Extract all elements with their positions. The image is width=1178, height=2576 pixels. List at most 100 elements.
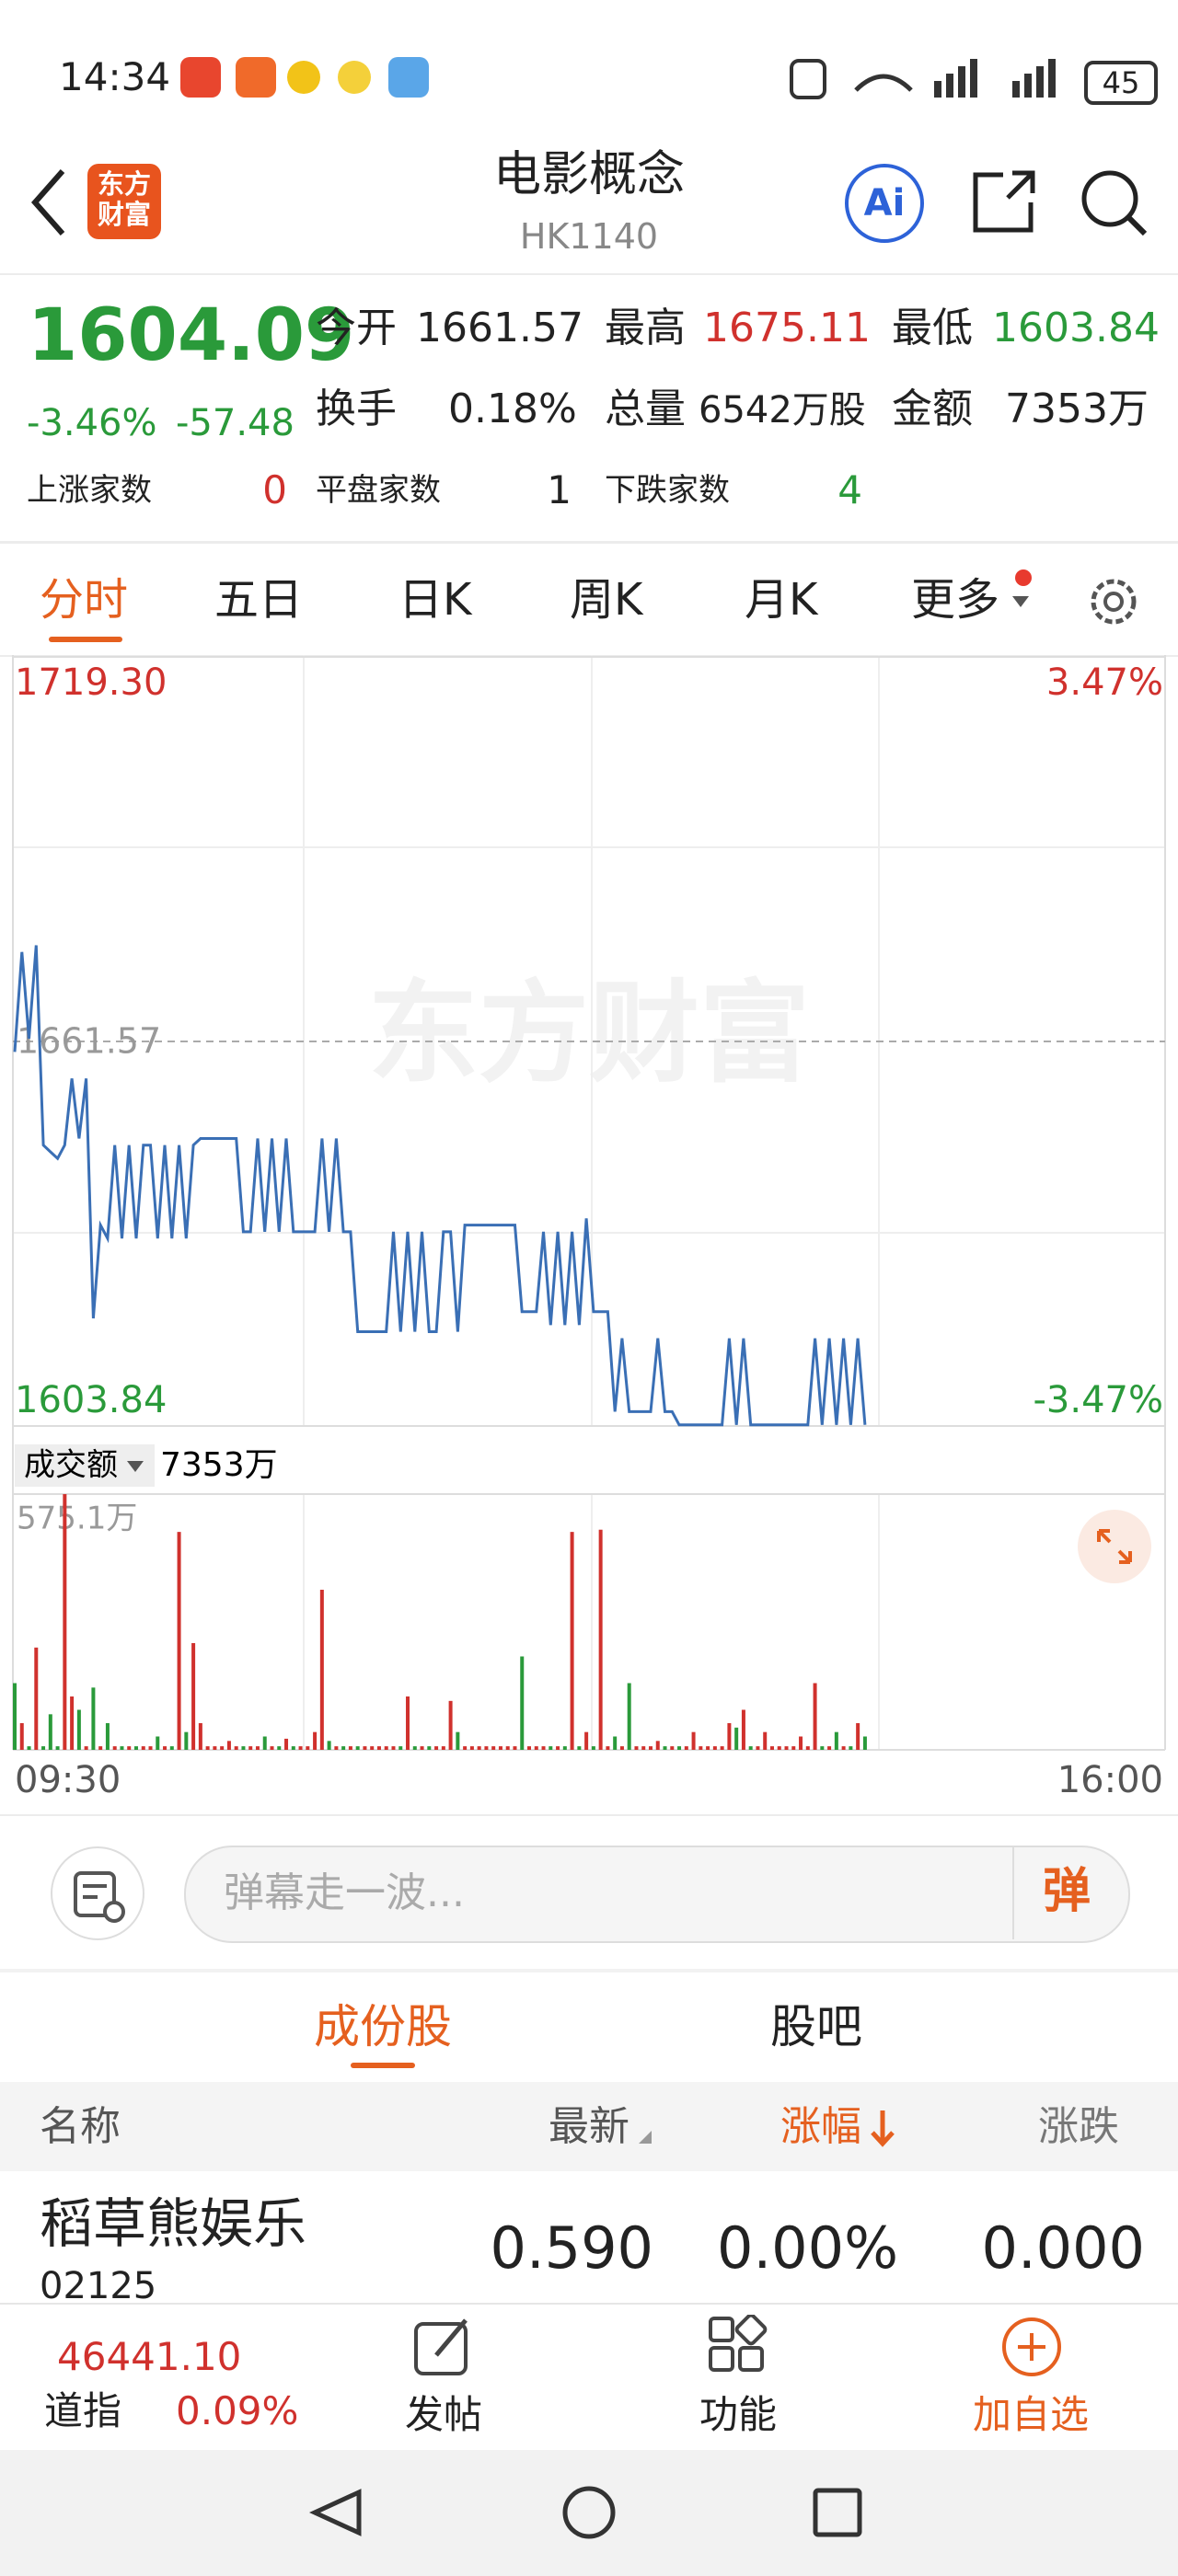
volume-bar xyxy=(334,1746,339,1750)
comment-input[interactable] xyxy=(184,1846,1130,1943)
stat-value: 1675.11 xyxy=(703,305,871,351)
column-header[interactable]: 最新 xyxy=(549,2103,629,2150)
tab[interactable]: 五日 xyxy=(214,574,304,626)
column-header[interactable]: 涨幅 xyxy=(780,2103,861,2150)
tab[interactable]: 分时 xyxy=(40,574,129,626)
volume-bar xyxy=(699,1746,703,1750)
volume-bar xyxy=(813,1683,817,1750)
shape xyxy=(338,61,371,94)
cell: 0.00% xyxy=(717,2214,898,2282)
stock-code: 02125 xyxy=(40,2265,157,2307)
volume-bar xyxy=(556,1746,560,1750)
shape xyxy=(1012,81,1020,98)
nav-bar xyxy=(0,2450,1178,2576)
stock-name[interactable]: 稻草熊娱乐 xyxy=(40,2192,307,2255)
divider xyxy=(1012,1847,1014,1939)
volume-bar xyxy=(541,1746,546,1750)
tab[interactable]: 日K xyxy=(398,574,472,626)
index-name: 道指 xyxy=(44,2388,122,2433)
volume-bar xyxy=(127,1746,132,1750)
tab[interactable]: 月K xyxy=(745,574,818,626)
app-logo: 东方 财富 xyxy=(87,164,161,239)
volume-bar xyxy=(384,1746,388,1750)
volume-bar xyxy=(91,1687,96,1750)
volume-bar xyxy=(48,1714,52,1750)
volume-bar xyxy=(412,1746,417,1750)
volume-bar xyxy=(799,1736,803,1750)
shape xyxy=(287,61,320,94)
volume-bar xyxy=(562,1746,567,1750)
shape xyxy=(74,1871,116,1917)
volume-bar xyxy=(313,1731,318,1750)
volume-bar xyxy=(463,1746,468,1750)
tab[interactable]: 更多 xyxy=(911,574,1000,626)
volume-bar xyxy=(498,1746,502,1750)
shape xyxy=(958,66,965,98)
nav-back[interactable] xyxy=(308,2489,362,2536)
nav-home[interactable] xyxy=(562,2486,616,2539)
volume-bar xyxy=(198,1722,202,1750)
volume-bar xyxy=(513,1746,517,1750)
shape xyxy=(180,57,221,98)
change: -57.48 xyxy=(176,402,294,444)
tab[interactable]: 周K xyxy=(570,574,643,626)
volume-bar xyxy=(448,1700,453,1750)
volume-bar xyxy=(76,1709,81,1750)
sort-arrow xyxy=(871,2110,895,2147)
volume-bar xyxy=(712,1746,717,1750)
comment-settings[interactable] xyxy=(50,1846,145,1941)
column-header: 名称 xyxy=(40,2103,121,2150)
volume-bar xyxy=(769,1746,774,1750)
shape xyxy=(639,2131,652,2144)
volume-bar xyxy=(220,1746,225,1750)
battery: 45 xyxy=(1084,61,1158,105)
volume-bar xyxy=(105,1722,110,1750)
settings-button[interactable] xyxy=(1084,572,1143,631)
action[interactable]: 加自选 xyxy=(972,2392,1089,2437)
ai-button[interactable]: Ai xyxy=(845,164,924,243)
volume-bar xyxy=(348,1746,352,1750)
price: 1604.09 xyxy=(28,294,355,377)
volume-bar xyxy=(534,1746,538,1750)
stat-value: 0.18% xyxy=(448,385,577,432)
shape xyxy=(734,2315,768,2346)
expand-button[interactable] xyxy=(1078,1510,1151,1583)
intraday-chart: 东方财富 成交额 7353万 09:30 16:00 1719.30 3.47% 1… xyxy=(12,655,1166,1801)
volume-max-label: 575.1万 xyxy=(17,1501,137,1537)
back-button[interactable] xyxy=(26,166,72,239)
section-tab[interactable]: 成份股 xyxy=(314,2000,452,2053)
volume-bar xyxy=(434,1746,439,1750)
stat-label: 金额 xyxy=(892,385,973,432)
divider xyxy=(0,1814,1178,1816)
dropdown-arrow xyxy=(127,1461,144,1472)
danmaku-button[interactable]: 弹 xyxy=(1043,1864,1091,1919)
volume-bar xyxy=(520,1656,525,1750)
volume-bar xyxy=(277,1746,282,1750)
search-button[interactable] xyxy=(1077,166,1150,239)
volume-bar xyxy=(177,1532,181,1750)
shape xyxy=(1091,579,1137,625)
nav-recent[interactable] xyxy=(813,2488,862,2537)
volume-bar xyxy=(784,1746,789,1750)
volume-bar xyxy=(862,1736,867,1750)
shape xyxy=(738,2346,764,2372)
action[interactable]: 功能 xyxy=(699,2392,778,2437)
shape xyxy=(51,1846,144,1940)
price-top-label: 1719.30 xyxy=(15,661,167,704)
action[interactable]: 发帖 xyxy=(405,2392,483,2437)
breadth-label: 下跌家数 xyxy=(605,472,730,509)
volume-bar xyxy=(763,1731,768,1750)
volume-bar xyxy=(63,1494,67,1750)
volume-bar xyxy=(141,1746,145,1750)
watermark: 东方财富 xyxy=(368,971,810,1098)
share-button[interactable] xyxy=(966,166,1040,239)
breadth-label: 上涨家数 xyxy=(27,472,152,509)
volume-bar xyxy=(484,1746,489,1750)
shape xyxy=(946,74,953,98)
column-header[interactable]: 涨跌 xyxy=(1038,2103,1119,2150)
volume-bar xyxy=(234,1746,238,1750)
shape xyxy=(709,2317,734,2342)
shape xyxy=(970,59,977,98)
volume-bar xyxy=(41,1746,46,1750)
section-tab[interactable]: 股吧 xyxy=(770,2000,862,2053)
